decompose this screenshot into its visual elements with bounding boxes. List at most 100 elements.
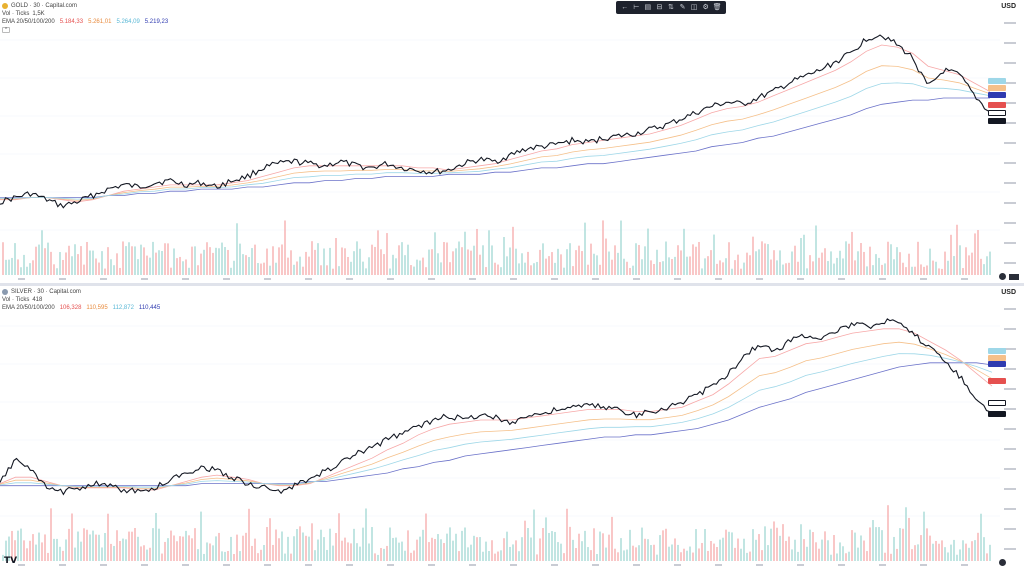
eye-icon[interactable]: ◫ <box>690 4 698 11</box>
volume-bar <box>116 530 118 561</box>
volume-bar <box>35 544 37 561</box>
volume-bar <box>770 528 772 561</box>
silver-scale-settings-icon[interactable] <box>999 559 1006 566</box>
time-axis-tick <box>387 278 394 280</box>
silver-ema-row[interactable]: EMA 20/50/100/200 106,328 110,595 112,87… <box>2 304 160 312</box>
volume-bar <box>689 546 691 561</box>
volume-bar <box>887 505 889 561</box>
volume-bar <box>983 264 985 275</box>
volume-bar <box>479 254 481 275</box>
volume-bar <box>506 256 508 275</box>
sliders-icon[interactable]: ⊟ <box>656 4 663 11</box>
gold-scale-settings-icon[interactable] <box>999 273 1006 280</box>
layers-icon[interactable]: ⇅ <box>668 4 674 11</box>
volume-bar <box>677 245 679 275</box>
volume-bar <box>194 528 196 561</box>
volume-bar <box>377 554 379 561</box>
time-axis-tick <box>305 278 312 280</box>
volume-bar <box>746 552 748 561</box>
gold-symbol-label[interactable]: GOLD · 30 · Capital.com <box>11 3 78 9</box>
volume-bar <box>953 539 955 561</box>
volume-bar <box>224 247 226 275</box>
silver-symbol-row[interactable]: SILVER · 30 · Capital.com <box>2 288 160 296</box>
pane-divider[interactable] <box>0 283 1024 286</box>
volume-bar <box>377 230 379 275</box>
volume-bar <box>11 257 13 275</box>
time-axis-tick <box>223 564 230 566</box>
time-axis-tick <box>469 564 476 566</box>
volume-bar <box>866 551 868 561</box>
collapse-legend-button[interactable]: ^ <box>2 27 10 33</box>
volume-bar <box>356 543 358 561</box>
volume-bar <box>704 529 706 561</box>
volume-bar <box>92 250 94 275</box>
volume-bar <box>989 544 991 561</box>
volume-bar <box>611 259 613 275</box>
volume-bar <box>836 257 838 275</box>
gold-chart-canvas[interactable] <box>0 0 1024 283</box>
volume-bar <box>794 539 796 561</box>
volume-bar <box>161 553 163 561</box>
pencil-icon[interactable]: ✎ <box>679 4 686 11</box>
volume-bar <box>560 254 562 275</box>
volume-bar <box>596 554 598 561</box>
gold-chart-pane[interactable]: GOLD · 30 · Capital.com Vol · Ticks 1,5K… <box>0 0 1024 283</box>
arrow-left-icon[interactable]: ← <box>621 4 629 11</box>
volume-bar <box>518 263 520 275</box>
silver-chart-pane[interactable]: SILVER · 30 · Capital.com Vol · Ticks 41… <box>0 286 1024 569</box>
volume-bar <box>152 528 154 561</box>
volume-bar <box>494 262 496 275</box>
gold-volume-row[interactable]: Vol · Ticks 1,5K <box>2 10 168 18</box>
trash-icon[interactable]: 🗑 <box>712 4 722 11</box>
volume-bar <box>899 252 901 275</box>
volume-bar <box>2 242 4 275</box>
volume-bar <box>725 258 727 275</box>
volume-bar <box>137 536 139 561</box>
silver-volume-row[interactable]: Vol · Ticks 418 <box>2 296 160 304</box>
tradingview-logo-icon[interactable]: TV <box>4 556 18 566</box>
align-icon[interactable]: ▤ <box>644 4 652 11</box>
volume-bar <box>986 553 988 561</box>
time-axis-tick <box>879 278 886 280</box>
gold-ema-row[interactable]: EMA 20/50/100/200 5.184,33 5.261,01 5.26… <box>2 18 168 26</box>
volume-bar <box>134 246 136 275</box>
silver-symbol-label[interactable]: SILVER · 30 · Capital.com <box>11 289 81 295</box>
gold-currency-label[interactable]: USD <box>1001 3 1016 10</box>
volume-bar <box>230 536 232 561</box>
gold-ema200-price-tag <box>988 92 1006 98</box>
volume-bar <box>722 537 724 561</box>
volume-bar <box>563 553 565 561</box>
silver-chart-canvas[interactable] <box>0 286 1024 569</box>
volume-bar <box>62 550 64 561</box>
volume-bar <box>527 251 529 275</box>
cursor-line-icon[interactable]: ⊢ <box>633 4 640 11</box>
volume-bar <box>845 241 847 275</box>
volume-bar <box>317 539 319 561</box>
volume-bar <box>221 242 223 275</box>
time-axis-tick <box>961 278 968 280</box>
drawing-toolbar: ← ⊢ ▤ ⊟ ⇅ ✎ ◫ ⚙ 🗑 <box>616 1 726 14</box>
settings-icon[interactable]: ⚙ <box>702 4 709 11</box>
volume-bar <box>623 550 625 561</box>
silver-legend: SILVER · 30 · Capital.com Vol · Ticks 41… <box>2 288 160 312</box>
gold-volume-label: Vol · Ticks <box>2 11 30 17</box>
volume-bar <box>938 543 940 561</box>
volume-bar <box>821 539 823 561</box>
volume-bar <box>629 529 631 561</box>
volume-bar <box>596 255 598 275</box>
gold-symbol-row[interactable]: GOLD · 30 · Capital.com <box>2 2 168 10</box>
volume-bar <box>524 262 526 275</box>
volume-bar <box>626 261 628 275</box>
volume-bar <box>170 530 172 561</box>
volume-bar <box>491 245 493 275</box>
volume-bar <box>674 256 676 275</box>
silver-currency-label[interactable]: USD <box>1001 289 1016 296</box>
volume-bar <box>500 267 502 275</box>
time-axis-tick <box>346 278 353 280</box>
volume-bar <box>884 263 886 275</box>
volume-bar <box>848 551 850 561</box>
volume-bar <box>401 541 403 561</box>
time-axis-tick <box>428 564 435 566</box>
volume-bar <box>320 529 322 561</box>
volume-bar <box>968 255 970 275</box>
